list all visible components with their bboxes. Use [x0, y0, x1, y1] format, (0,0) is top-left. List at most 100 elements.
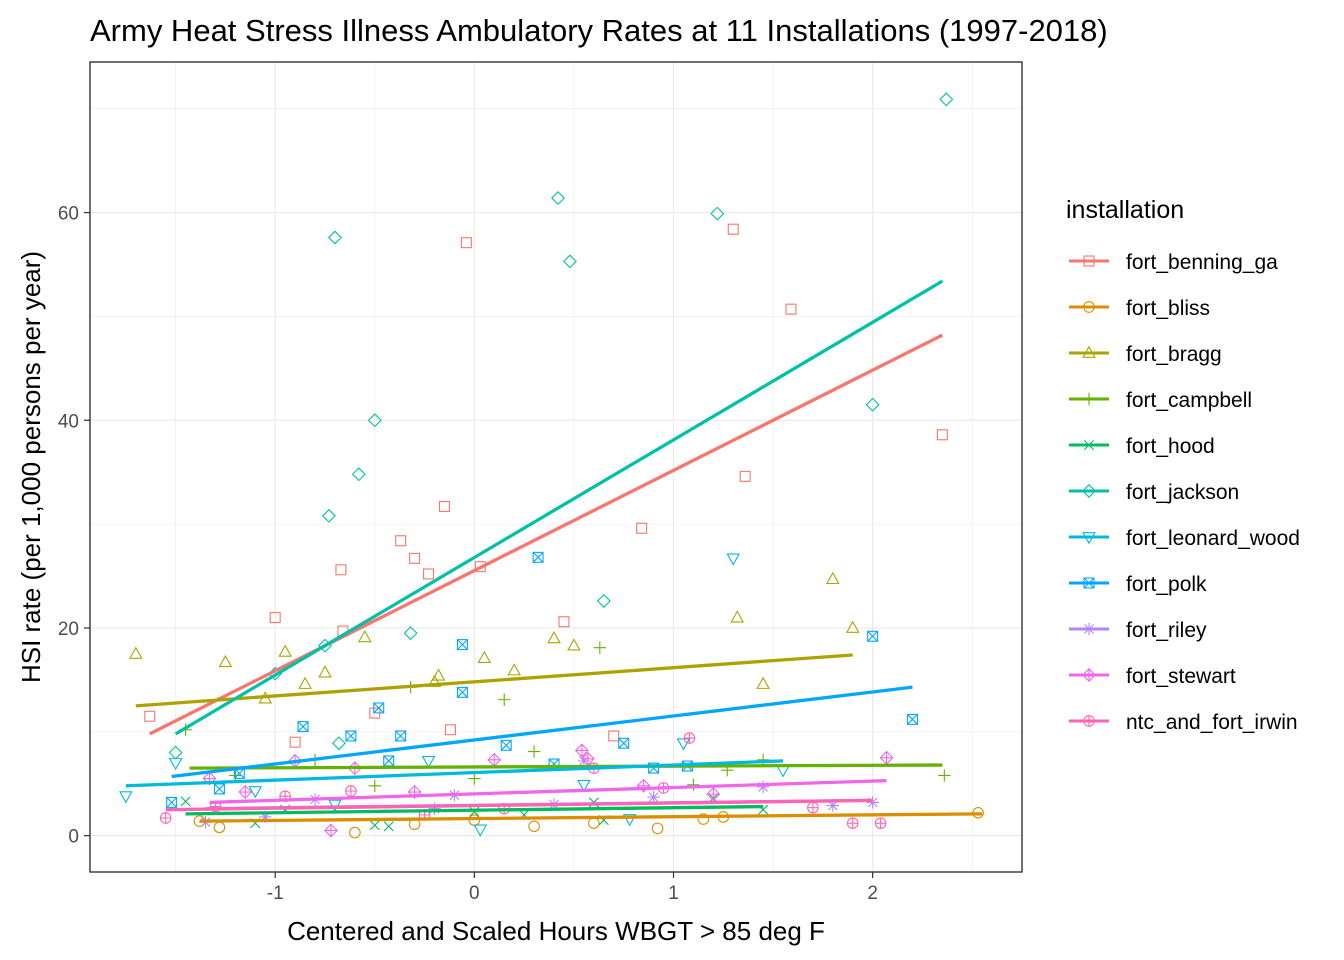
fort_polk-point — [395, 730, 407, 742]
legend-item-ntc_and_fort_irwin: ntc_and_fort_irwin — [1069, 711, 1298, 734]
fort_benning_ga-point — [460, 237, 472, 249]
fort_bragg-point — [730, 610, 745, 623]
y-tick-label: 20 — [58, 619, 79, 640]
fort_leonard_wood-point — [421, 755, 436, 769]
fort_benning_ga-point — [739, 470, 751, 482]
fort_leonard_wood-trend-line — [125, 759, 784, 788]
fort_polk-point — [373, 702, 385, 714]
legend-item-fort_riley: fort_riley — [1069, 619, 1207, 642]
fort_jackson-point — [331, 736, 346, 751]
x-tick-label: -1 — [267, 883, 284, 904]
legend-key-marker — [1083, 255, 1095, 267]
fort_polk-point — [456, 639, 468, 651]
fort_campbell-point — [368, 779, 381, 793]
fort_benning_ga-point — [423, 568, 435, 580]
legend-label: fort_benning_ga — [1126, 251, 1278, 274]
legend-title: installation — [1066, 196, 1184, 224]
y-axis-title: HSI rate (per 1,000 persons per year) — [16, 251, 46, 683]
fort_benning_ga-point — [785, 303, 797, 315]
fort_riley-point — [428, 802, 441, 815]
legend-key-marker — [1082, 622, 1096, 636]
fort_jackson-trend-line — [174, 279, 944, 736]
ntc_and_fort_irwin-point — [683, 732, 696, 744]
legend-key-marker — [1082, 668, 1096, 682]
legend-key-marker — [1082, 345, 1096, 358]
fort_campbell-point — [229, 769, 242, 782]
fort_jackson-point — [865, 397, 880, 412]
fort_bragg-point — [128, 646, 143, 659]
legend-item-fort_leonard_wood: fort_leonard_wood — [1069, 527, 1300, 550]
fort_leonard_wood-point — [248, 786, 263, 799]
fort_benning_ga-point — [438, 500, 450, 512]
ntc_and_fort_irwin-trend-line — [165, 798, 873, 812]
fort_polk-point — [906, 713, 918, 725]
fort_jackson-point — [596, 593, 611, 608]
y-tick-label: 0 — [68, 827, 79, 848]
fort_riley-point — [826, 799, 840, 812]
fort_benning_ga-point — [727, 223, 739, 235]
fort_benning_ga-point — [335, 564, 347, 576]
fort_benning_ga-point — [395, 535, 407, 547]
fort_campbell-point — [938, 769, 951, 782]
legend-key-marker — [1082, 484, 1096, 498]
fort_hood-point — [383, 821, 394, 832]
legend-item-fort_hood: fort_hood — [1069, 435, 1215, 458]
legend-label: fort_polk — [1126, 573, 1207, 596]
fort_bragg-point — [318, 665, 332, 678]
fort_jackson-point — [321, 508, 336, 523]
fort_campbell-trend-line — [189, 763, 943, 770]
legend-key-marker — [1083, 577, 1095, 589]
legend-item-fort_bragg: fort_bragg — [1069, 343, 1222, 366]
fort_polk-point — [867, 630, 879, 642]
fort_campbell-point — [687, 778, 700, 791]
fort_hood-point — [180, 796, 191, 807]
legend-key-marker — [1083, 439, 1095, 451]
legend-key-marker — [1083, 301, 1095, 313]
grid-lines — [90, 62, 1022, 872]
fort_jackson-point — [351, 467, 366, 482]
fort_polk-point — [345, 730, 357, 742]
fort_polk-point — [166, 796, 178, 808]
fort_benning_ga-point — [289, 736, 301, 748]
plot-panel — [90, 62, 1022, 872]
fort_campbell-point — [498, 693, 511, 706]
legend-key-marker — [1082, 392, 1096, 406]
x-tick-label: 2 — [867, 883, 878, 904]
fort_benning_ga-point — [636, 522, 648, 534]
legend-label: fort_leonard_wood — [1126, 527, 1300, 550]
fort_leonard_wood-point — [168, 758, 183, 771]
fort_jackson-point — [403, 626, 418, 641]
fort_hood-point — [369, 820, 380, 831]
fort_bragg-point — [477, 650, 492, 663]
legend-item-fort_benning_ga: fort_benning_ga — [1069, 251, 1278, 274]
fort_jackson-point — [939, 92, 954, 107]
fort_benning_ga-point — [144, 710, 156, 722]
plot-area — [89, 61, 1023, 873]
fort_bragg-point — [567, 638, 581, 651]
legend-items: fort_benning_ga fort_bliss fort_bragg fort_… — [1069, 251, 1300, 734]
y-tick-label: 40 — [58, 411, 79, 432]
fort_leonard_wood-point — [622, 814, 637, 827]
fort_benning_ga-point — [269, 612, 281, 624]
fort_stewart-point — [238, 785, 253, 800]
fort_polk-point — [532, 551, 544, 563]
chart-title: Army Heat Stress Illness Ambulatory Rate… — [90, 13, 1108, 48]
ntc_and_fort_irwin-point — [159, 812, 172, 824]
fort_bliss-point — [349, 826, 361, 839]
fort_bragg-trend-line — [135, 653, 853, 708]
fort_bliss-trend-line — [199, 812, 983, 823]
legend-label: fort_bliss — [1126, 297, 1210, 320]
legend-item-fort_campbell: fort_campbell — [1069, 389, 1252, 412]
fort_bragg-point — [756, 676, 770, 689]
fort_bragg-point — [218, 654, 233, 668]
fort_bliss-point — [651, 822, 664, 835]
fort_polk-point — [213, 783, 225, 795]
fort_riley-point — [866, 796, 879, 809]
trend-lines — [125, 279, 983, 823]
fort_bliss-point — [528, 820, 540, 833]
fort_leonard_wood-point — [119, 791, 133, 804]
legend-label: ntc_and_fort_irwin — [1126, 711, 1298, 734]
ntc_and_fort_irwin-point — [846, 817, 859, 830]
fort_bliss-point — [697, 813, 710, 825]
